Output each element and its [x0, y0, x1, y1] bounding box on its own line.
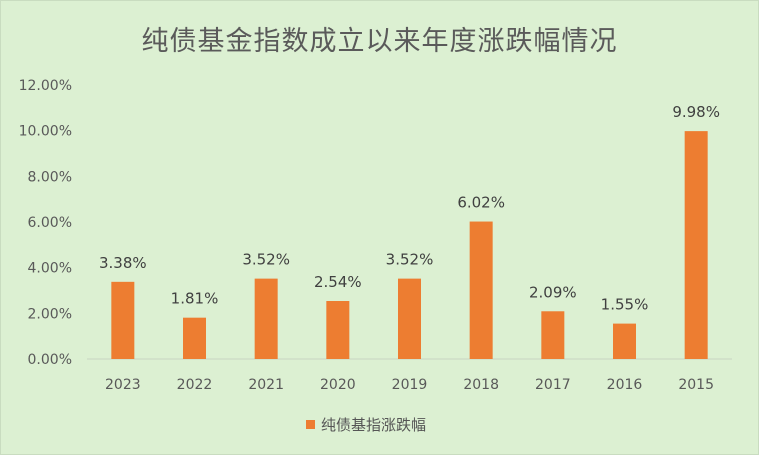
legend-swatch — [306, 420, 315, 429]
bar-2022 — [183, 317, 206, 359]
bar-2017 — [541, 311, 565, 359]
y-tick-label: 6.00% — [28, 215, 72, 231]
bar-2021 — [254, 278, 278, 359]
y-tick-label: 8.00% — [28, 169, 72, 185]
x-tick-label-2023: 2023 — [105, 377, 141, 393]
y-tick-label: 4.00% — [28, 261, 72, 277]
chart-title: 纯债基金指数成立以来年度涨跌幅情况 — [141, 26, 618, 57]
x-tick-label-2016: 2016 — [607, 377, 643, 393]
y-tick-label: 0.00% — [28, 352, 72, 368]
data-label-2018: 6.02% — [457, 194, 505, 212]
data-label-2016: 1.55% — [601, 296, 649, 314]
bar-2023 — [111, 281, 135, 359]
x-tick-label-2019: 2019 — [392, 377, 428, 393]
bar-2019 — [398, 278, 421, 359]
y-tick-label: 10.00% — [19, 124, 72, 140]
data-label-2015: 9.98% — [672, 103, 720, 121]
x-tick-label-2017: 2017 — [535, 377, 571, 393]
data-label-2017: 2.09% — [529, 283, 577, 301]
x-tick-label-2020: 2020 — [320, 377, 356, 393]
y-tick-label: 12.00% — [19, 78, 72, 94]
x-tick-label-2018: 2018 — [463, 377, 499, 393]
data-label-2021: 3.52% — [242, 251, 290, 269]
legend-label: 纯债基指涨跌幅 — [321, 416, 427, 434]
bar-2020 — [326, 301, 350, 359]
bar-2016 — [613, 323, 636, 359]
x-tick-label-2021: 2021 — [248, 377, 284, 393]
legend: 纯债基指涨跌幅 — [306, 414, 426, 435]
data-label-2022: 1.81% — [171, 290, 219, 308]
x-tick-label-2022: 2022 — [177, 377, 213, 393]
data-label-2019: 3.52% — [386, 251, 434, 269]
x-tick-label-2015: 2015 — [678, 377, 714, 393]
bar-2015 — [684, 131, 708, 359]
data-label-2020: 2.54% — [314, 273, 362, 291]
bar-2018 — [469, 221, 493, 359]
y-tick-label: 2.00% — [28, 306, 72, 322]
data-label-2023: 3.38% — [99, 254, 147, 272]
